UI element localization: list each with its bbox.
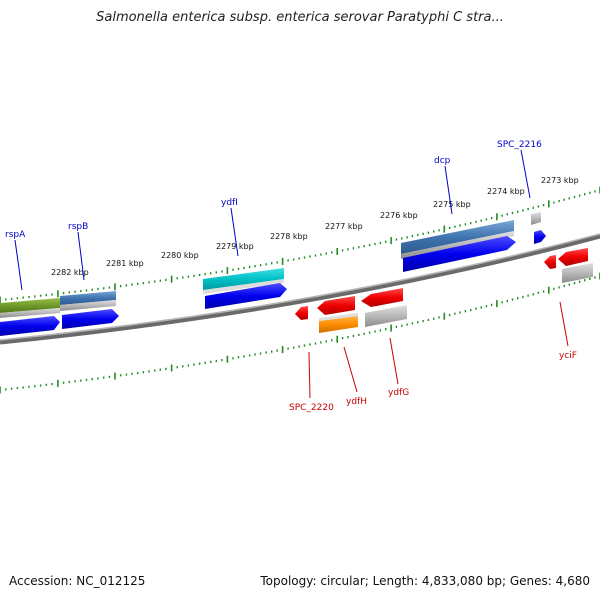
gene-arrow-rspB[interactable]	[62, 309, 119, 329]
gene-arrow-spc2220[interactable]	[295, 306, 308, 320]
scale-labels: 2282 kbp 2281 kbp 2280 kbp 2279 kbp 2278…	[51, 176, 579, 277]
gene-arrow-ydfI[interactable]	[205, 283, 287, 309]
feature-bar-grey-spc2216[interactable]	[531, 212, 541, 225]
gene-label-spc2220[interactable]: SPC_2220	[289, 403, 334, 413]
callout-ydfH	[343, 346, 358, 393]
forward-gene-arrows	[0, 230, 546, 336]
scale-label-2282: 2282 kbp	[51, 268, 89, 277]
scale-label-2276: 2276 kbp	[380, 211, 418, 220]
callout-ydfG	[389, 337, 399, 385]
gene-label-dcp[interactable]: dcp	[434, 156, 451, 166]
gene-label-ydfH[interactable]: ydfH	[346, 397, 367, 407]
label-callouts	[14, 149, 569, 399]
forward-tick-track	[0, 186, 600, 304]
scale-label-2280: 2280 kbp	[161, 251, 199, 260]
genome-summary-text: Topology: circular; Length: 4,833,080 bp…	[260, 574, 590, 588]
scale-label-2275: 2275 kbp	[433, 200, 471, 209]
callout-rspB	[77, 231, 85, 281]
feature-bar-cyan-ydfI[interactable]	[203, 268, 284, 290]
scale-label-2278: 2278 kbp	[270, 232, 308, 241]
callout-spc2220	[308, 351, 311, 399]
forward-feature-bars	[0, 212, 541, 318]
scale-label-2279: 2279 kbp	[216, 242, 254, 251]
feature-bar-orange-ydfH[interactable]	[319, 316, 358, 333]
genome-backbone	[0, 233, 600, 345]
accession-text: Accession: NC_012125	[9, 574, 146, 588]
feature-bar-steel-dcp[interactable]	[401, 220, 514, 254]
scale-label-2273: 2273 kbp	[541, 176, 579, 185]
gene-label-ydfG[interactable]: ydfG	[388, 388, 409, 398]
reverse-feature-bars	[319, 263, 593, 333]
gene-arrow-rspA[interactable]	[0, 316, 60, 336]
gene-arrow-spc2216[interactable]	[534, 230, 546, 244]
callout-dcp	[444, 165, 453, 215]
gene-label-spc2216[interactable]: SPC_2216	[497, 140, 542, 150]
gene-arrow-yciF-b[interactable]	[558, 248, 588, 266]
gene-arrow-yciF-a[interactable]	[544, 255, 556, 269]
gene-label-rspA[interactable]: rspA	[5, 230, 26, 240]
gene-label-ydfI[interactable]: ydfI	[221, 198, 238, 208]
callout-ydfI	[230, 207, 239, 257]
gene-label-yciF[interactable]: yciF	[559, 351, 577, 361]
callout-spc2216	[520, 149, 531, 199]
gene-arrow-ydfG[interactable]	[361, 288, 403, 307]
gene-labels: rspA rspB ydfI dcp SPC_2216 SPC_2220 ydf…	[5, 140, 577, 413]
reverse-gene-arrows	[295, 248, 588, 320]
gene-label-rspB[interactable]: rspB	[68, 222, 88, 232]
gene-arrow-dcp[interactable]	[403, 236, 516, 272]
callout-yciF	[559, 301, 569, 347]
genome-title: Salmonella enterica subsp. enterica sero…	[96, 10, 504, 25]
reverse-tick-track	[0, 272, 600, 394]
gene-arrow-ydfH[interactable]	[317, 296, 355, 315]
feature-bar-grey-yciF[interactable]	[562, 263, 593, 283]
feature-bar-steel-rspB[interactable]	[60, 291, 116, 305]
scale-label-2277: 2277 kbp	[325, 222, 363, 231]
callout-rspA	[14, 239, 23, 291]
scale-label-2274: 2274 kbp	[487, 187, 525, 196]
scale-label-2281: 2281 kbp	[106, 259, 144, 268]
feature-bar-grey-ydfG[interactable]	[365, 305, 407, 327]
